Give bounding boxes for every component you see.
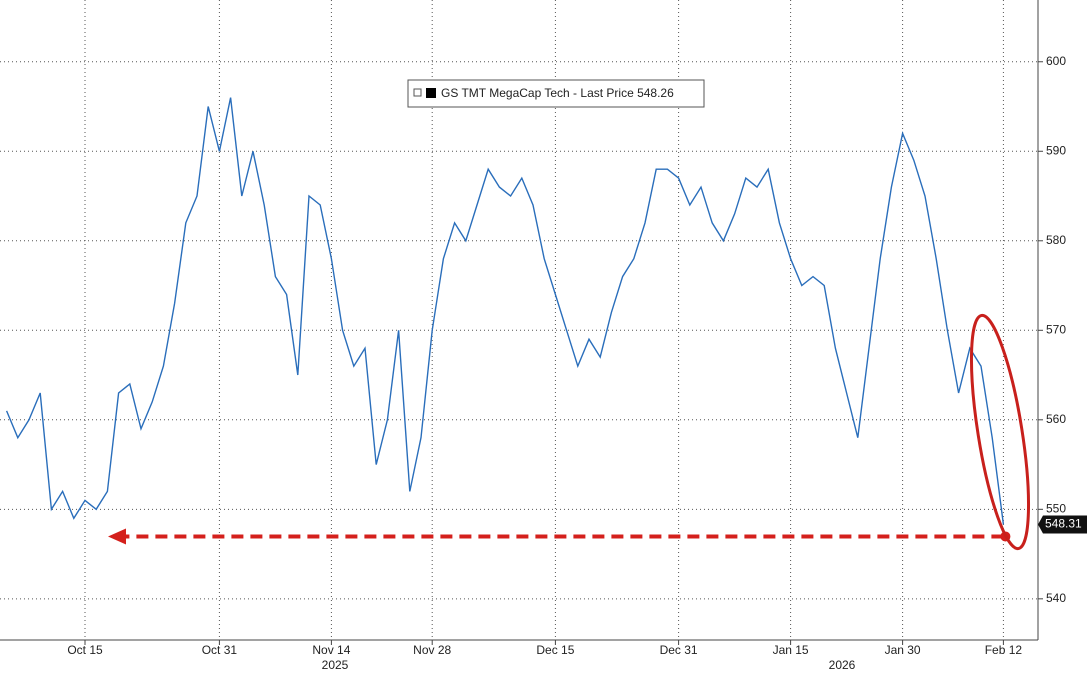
legend-toggle	[413, 88, 422, 97]
x-tick-label: Feb 12	[985, 643, 1023, 657]
year-label: 2025	[322, 658, 349, 672]
legend-swatch	[426, 88, 436, 98]
price-line	[5, 97, 1005, 525]
y-tick-label: 560	[1046, 412, 1066, 426]
x-tick-label: Nov 28	[413, 643, 451, 657]
x-tick-label: Jan 15	[773, 643, 809, 657]
y-tick-label: 550	[1046, 501, 1066, 515]
y-tick-label: 590	[1046, 143, 1066, 157]
arrow-head	[108, 528, 126, 545]
legend-box	[407, 79, 705, 108]
x-tick-label: Oct 15	[67, 643, 103, 657]
x-tick-label: Nov 14	[312, 643, 350, 657]
x-tick-label: Jan 30	[885, 643, 921, 657]
y-tick-label: 600	[1046, 54, 1066, 68]
last-value-tag	[1038, 515, 1087, 534]
legend-text: GS TMT MegaCap Tech - Last Price 548.26	[441, 86, 674, 100]
y-tick-label: 570	[1046, 322, 1066, 336]
year-label: 2026	[829, 658, 856, 672]
y-tick-label: 540	[1046, 591, 1066, 605]
legend: GS TMT MegaCap Tech - Last Price 548.26	[407, 79, 705, 108]
y-tick-label: 580	[1046, 233, 1066, 247]
last-value-label: 548.31	[1045, 517, 1082, 531]
x-tick-label: Dec 15	[536, 643, 574, 657]
x-tick-label: Oct 31	[202, 643, 238, 657]
highlight-ellipse	[969, 313, 1031, 551]
x-tick-label: Dec 31	[660, 643, 698, 657]
